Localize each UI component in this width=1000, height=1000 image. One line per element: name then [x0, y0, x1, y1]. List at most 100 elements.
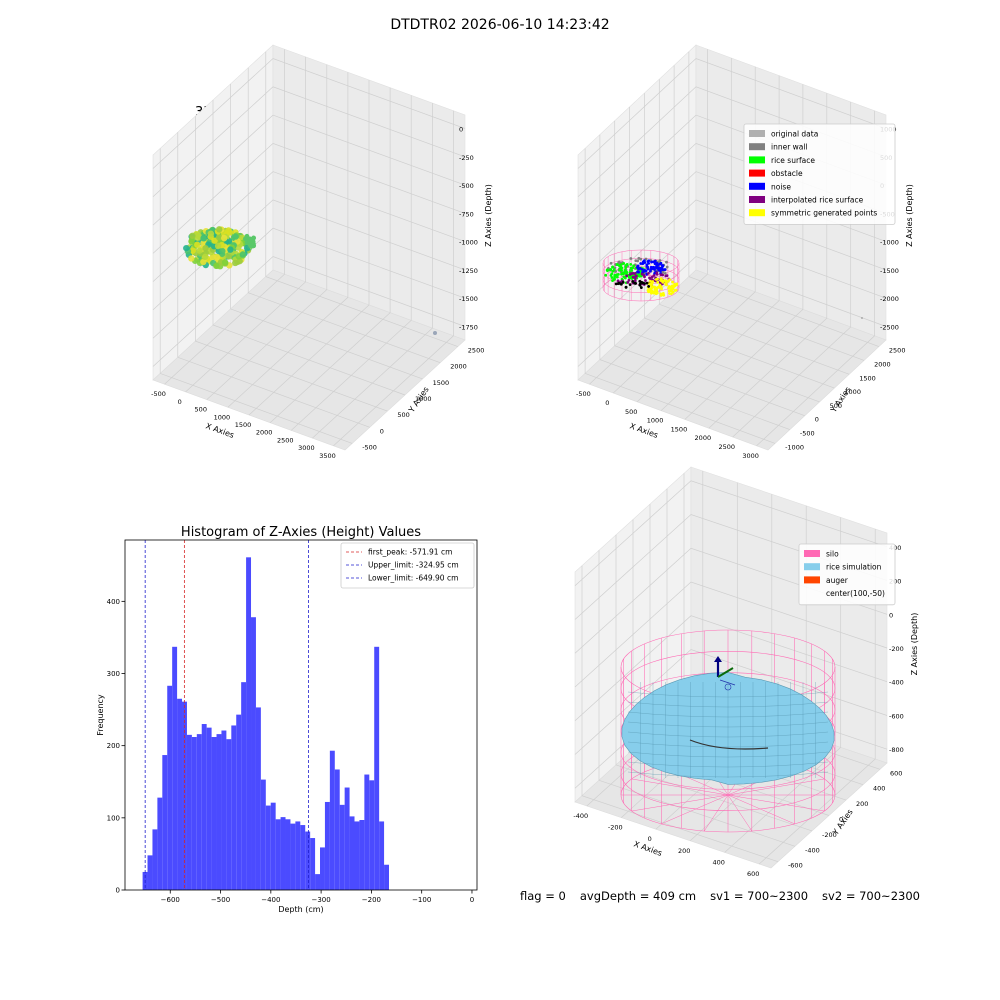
classified-point	[639, 286, 643, 289]
classified-point	[647, 287, 651, 291]
histogram-bar	[315, 874, 321, 890]
classified-point	[629, 257, 633, 260]
histogram-bar	[251, 617, 256, 890]
classified-point	[653, 262, 657, 266]
classified-point	[639, 262, 643, 265]
y-tick-label: 1500	[433, 379, 450, 387]
x-gridline	[227, 72, 349, 408]
x-gridline	[248, 80, 370, 416]
x-gridline	[185, 56, 306, 393]
x-tick-label: 0	[605, 399, 609, 407]
classified-point	[647, 261, 651, 265]
x-tick-label: 0	[470, 896, 474, 904]
legend-swatch	[749, 209, 765, 217]
z-gridline	[574, 480, 888, 587]
plot-histogram: Histogram of Z-Axies (Height) Values −600…	[96, 525, 478, 914]
chart-title: Histogram of Z-Axies (Height) Values	[181, 525, 421, 540]
classified-point	[634, 274, 638, 278]
y-tick-label: 1000	[844, 388, 861, 396]
histogram-bar	[201, 724, 207, 890]
x-tick-label: 2500	[718, 443, 735, 451]
histogram-bar	[241, 682, 247, 890]
plot-simulation: 3D simulation of Silo Interior-400-20002…	[573, 466, 919, 878]
legend-entry: obstacle	[771, 169, 803, 178]
center-marker	[724, 683, 732, 691]
classified-point	[616, 279, 620, 283]
data-point	[211, 237, 218, 244]
classified-point	[620, 268, 624, 272]
histogram-bar	[221, 730, 227, 890]
x-tick-label: 600	[747, 870, 759, 878]
y-gridline	[599, 134, 791, 430]
x-axis-label: X Axies	[204, 421, 235, 440]
classified-point	[634, 282, 638, 285]
x-tick-label: 2500	[277, 436, 294, 444]
classified-point	[660, 278, 663, 282]
legend-entry: auger	[826, 576, 849, 585]
flag-readout: flag = 0	[520, 889, 566, 903]
classified-point	[624, 285, 628, 289]
z-gridline	[152, 86, 466, 198]
classified-point	[609, 261, 613, 265]
classified-point	[647, 271, 650, 275]
classified-point	[665, 274, 669, 278]
classified-point	[615, 275, 619, 279]
x-tick-label: -500	[151, 390, 166, 398]
x-gridline	[269, 87, 391, 423]
legend-swatch	[804, 576, 820, 584]
y-tick-label: 1000	[415, 395, 432, 403]
histogram-bar	[196, 734, 202, 890]
classified-point	[622, 261, 626, 265]
classified-point	[650, 290, 653, 294]
classified-point	[662, 268, 666, 272]
data-point	[232, 233, 239, 240]
silo-floor-spoke	[727, 794, 795, 825]
classified-point	[611, 265, 614, 269]
silo-floor-spoke	[631, 778, 729, 796]
z-gridline	[574, 649, 888, 755]
classified-point	[671, 286, 675, 290]
classified-point	[609, 268, 613, 271]
z-tick-label: -600	[889, 712, 904, 720]
histogram-bar	[162, 755, 168, 890]
classified-point	[661, 293, 665, 297]
z-tick-label: -250	[459, 154, 474, 162]
z-tick-label: -2500	[880, 324, 899, 332]
auger-axis-x	[719, 679, 736, 686]
y-gridline	[598, 550, 796, 847]
histogram-bar	[285, 819, 291, 890]
sv2-readout: sv2 = 700~2300	[822, 889, 920, 903]
z-tick-label: -1500	[880, 267, 899, 275]
classified-point	[645, 281, 649, 285]
classified-point	[667, 285, 671, 288]
classified-point	[653, 259, 657, 263]
data-point	[221, 259, 229, 266]
x-tick-label: 1500	[671, 425, 688, 433]
classified-point	[664, 283, 668, 287]
classified-point	[668, 278, 671, 282]
sv1-readout: sv1 = 700~2300	[710, 889, 809, 903]
histogram-bar	[379, 821, 385, 890]
classified-point	[610, 276, 614, 279]
z-tick-label: -1000	[459, 239, 478, 247]
x-tick-label: 2000	[695, 434, 712, 442]
y-gridline	[159, 148, 353, 444]
classified-point	[627, 278, 631, 282]
x-tick-label: 500	[195, 406, 207, 414]
z-gridline	[577, 58, 887, 169]
classified-point	[631, 272, 635, 275]
z-tick-label: -1500	[459, 295, 478, 303]
y-gridline	[658, 79, 850, 375]
z-tick-label: -1250	[459, 267, 478, 275]
z-tick-label: -800	[889, 746, 904, 754]
classified-point	[604, 273, 608, 277]
classified-point	[646, 265, 650, 269]
classified-point	[655, 264, 659, 268]
classified-point	[655, 273, 659, 276]
data-point	[214, 242, 222, 250]
x-tick-label: −300	[311, 896, 330, 904]
data-point	[200, 239, 207, 247]
legend-entry: first_peak: -571.91 cm	[368, 548, 452, 557]
classified-point	[617, 261, 621, 264]
classified-point	[650, 282, 654, 285]
